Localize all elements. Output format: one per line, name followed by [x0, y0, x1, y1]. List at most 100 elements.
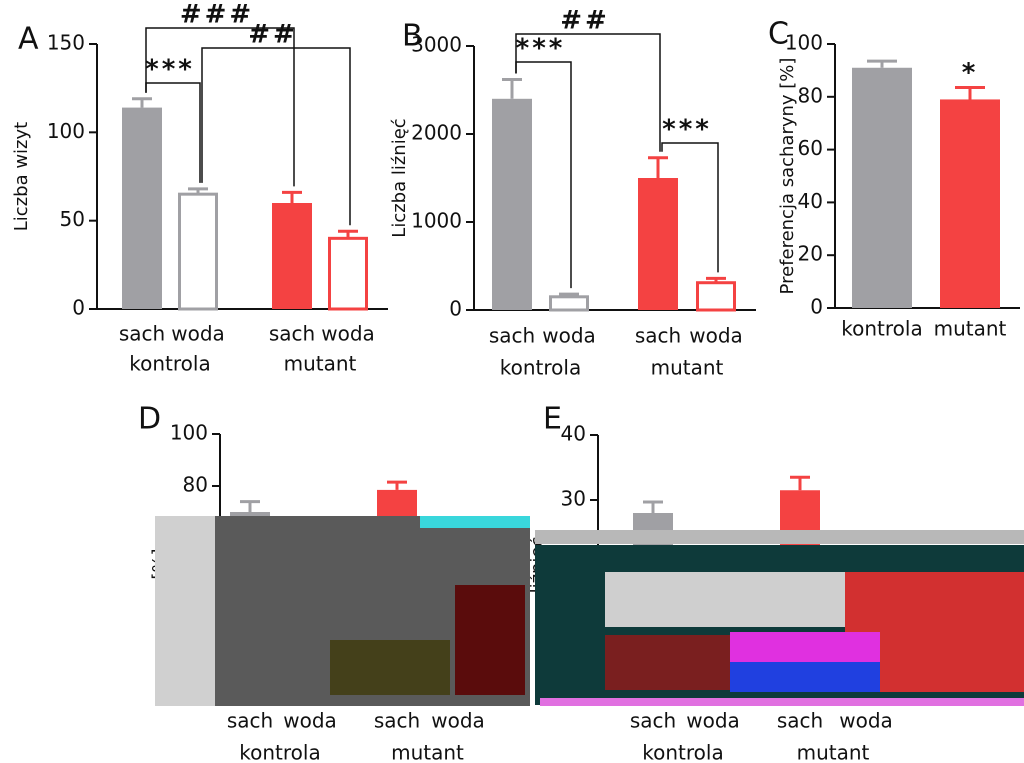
significance: ###	[180, 0, 254, 30]
x-tick-label: woda	[542, 324, 596, 348]
glitch-block	[535, 530, 1024, 544]
x-tick-label: mutant	[934, 317, 1007, 341]
y-tick-label: 20	[798, 242, 823, 266]
group-label: mutant	[391, 741, 464, 763]
error-bar	[790, 475, 810, 491]
y-tick-label: 0	[72, 296, 85, 320]
bar	[492, 98, 532, 310]
error-bar	[867, 59, 897, 68]
x-tick-label: sach	[119, 322, 165, 346]
error-bar	[502, 77, 522, 99]
error-bar	[559, 292, 579, 297]
y-tick-label: 100	[47, 119, 85, 143]
error-bar	[132, 97, 152, 108]
y-tick-label: 80	[798, 83, 823, 107]
y-axis-label: Preferencja sacharyny [%]	[777, 58, 798, 295]
error-bar	[643, 500, 663, 513]
group-label: mutant	[284, 352, 357, 376]
y-tick-label: 2000	[411, 121, 462, 145]
bar	[272, 203, 312, 309]
y-tick-label: 100	[170, 421, 208, 445]
y-tick-label: 100	[785, 31, 823, 55]
significance-bracket	[201, 47, 351, 226]
panel-letter: D	[138, 402, 161, 437]
error-bar	[706, 276, 726, 283]
significance-bracket	[145, 27, 295, 187]
y-tick-label: 1000	[411, 209, 462, 233]
x-tick-label: woda	[171, 322, 225, 346]
glitch-block	[455, 585, 525, 695]
x-tick-label: woda	[321, 322, 375, 346]
y-tick-label: 0	[449, 297, 462, 321]
x-tick-label: woda	[839, 709, 893, 733]
x-tick-label: sach	[489, 324, 535, 348]
glitch-block	[330, 640, 450, 695]
significance-bracket	[515, 33, 661, 152]
x-tick-label: kontrola	[841, 317, 922, 341]
glitch-block	[605, 635, 730, 690]
significance: *	[962, 58, 979, 88]
significance: ***	[662, 115, 712, 145]
x-tick-label: woda	[686, 709, 740, 733]
group-label: kontrola	[129, 352, 210, 376]
bar	[328, 236, 368, 311]
panel-letter: A	[18, 22, 39, 57]
y-tick-label: 50	[60, 207, 85, 231]
significance-bracket	[661, 142, 719, 273]
significance: ***	[516, 34, 566, 64]
error-bar	[282, 190, 302, 203]
y-tick-label: 3000	[411, 33, 462, 57]
y-tick-label: 150	[47, 31, 85, 55]
y-tick-label: 30	[561, 487, 586, 511]
y-tick-label: 0	[810, 295, 823, 319]
x-tick-label: woda	[283, 709, 337, 733]
x-tick-label: sach	[269, 322, 315, 346]
bar	[638, 178, 678, 310]
x-tick-label: sach	[227, 709, 273, 733]
glitch-block	[730, 662, 880, 692]
error-bar	[338, 229, 358, 239]
bar	[940, 99, 1000, 308]
y-axis-label: Liczba wizyt	[11, 122, 32, 231]
group-label: mutant	[651, 356, 724, 380]
y-tick-label: 40	[798, 189, 823, 213]
bar	[122, 107, 162, 309]
panel-letter: C	[768, 17, 789, 52]
significance: ##	[248, 20, 298, 50]
significance: ***	[145, 55, 195, 85]
error-bar	[387, 480, 407, 490]
significance: ##	[560, 6, 610, 36]
y-tick-label: 60	[798, 136, 823, 160]
y-tick-label: 80	[183, 473, 208, 497]
glitch-block	[605, 572, 875, 627]
bar	[549, 295, 589, 312]
x-tick-label: sach	[630, 709, 676, 733]
glitch-block	[730, 632, 880, 662]
x-tick-label: sach	[777, 709, 823, 733]
bar	[852, 67, 912, 308]
panel-letter: B	[402, 19, 423, 54]
y-axis-label: Liczba liźnięć	[389, 118, 410, 237]
panel-letter: E	[543, 402, 562, 437]
glitch-block	[155, 516, 215, 706]
glitch-block	[420, 516, 530, 528]
x-tick-label: sach	[374, 709, 420, 733]
image-corruption	[155, 516, 1024, 706]
bar	[178, 192, 218, 311]
group-label: kontrola	[239, 741, 320, 763]
y-tick-label: 40	[561, 422, 586, 446]
glitch-block	[540, 698, 1024, 706]
x-tick-label: woda	[431, 709, 485, 733]
x-tick-label: sach	[635, 324, 681, 348]
group-label: mutant	[797, 741, 870, 763]
group-label: kontrola	[500, 356, 581, 380]
x-tick-label: woda	[689, 324, 743, 348]
bar	[696, 281, 736, 312]
error-bar	[188, 187, 208, 195]
error-bar	[648, 156, 668, 178]
error-bar	[240, 500, 260, 512]
group-label: kontrola	[642, 741, 723, 763]
error-bar	[955, 86, 985, 100]
